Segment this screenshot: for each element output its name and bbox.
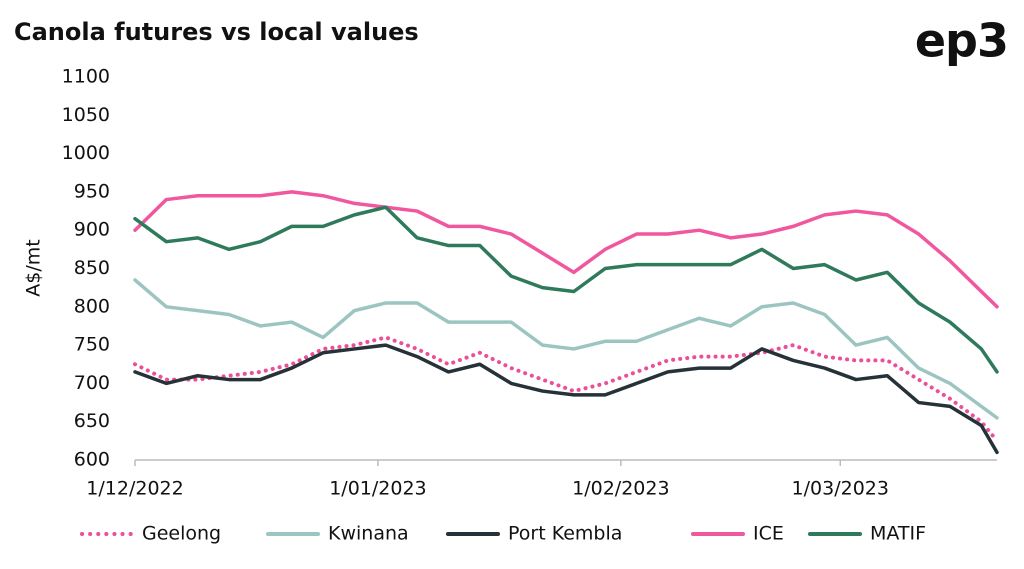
y-tick-label: 1000	[62, 142, 110, 164]
line-series	[133, 190, 999, 309]
y-tick-label: 650	[74, 410, 110, 432]
x-tick-label: 1/03/2023	[792, 478, 889, 500]
y-tick-label: 950	[74, 180, 110, 202]
y-tick-label: 800	[74, 295, 110, 317]
legend-label: Geelong	[142, 523, 221, 545]
y-tick-label: 1050	[62, 104, 110, 126]
x-tick-label: 1/12/2022	[86, 478, 183, 500]
legend-label: MATIF	[870, 523, 926, 545]
y-tick-label: 850	[74, 257, 110, 279]
y-axis-label: A$/mt	[23, 239, 45, 296]
line-series	[133, 205, 999, 374]
x-tick-label: 1/01/2023	[329, 478, 426, 500]
y-tick-label: 700	[74, 372, 110, 394]
logo: ep3	[915, 14, 1008, 68]
y-tick-label: 750	[74, 334, 110, 356]
legend-label: ICE	[753, 523, 784, 545]
line-series	[133, 335, 999, 443]
y-tick-label: 1100	[62, 66, 110, 88]
line-series	[133, 278, 999, 420]
y-tick-label: 600	[74, 449, 110, 471]
legend-label: Kwinana	[328, 523, 409, 545]
x-tick-label: 1/02/2023	[572, 478, 669, 500]
legend-label: Port Kembla	[508, 523, 622, 545]
line-series	[133, 343, 999, 455]
y-tick-label: 900	[74, 219, 110, 241]
chart-title: Canola futures vs local values	[14, 18, 419, 46]
